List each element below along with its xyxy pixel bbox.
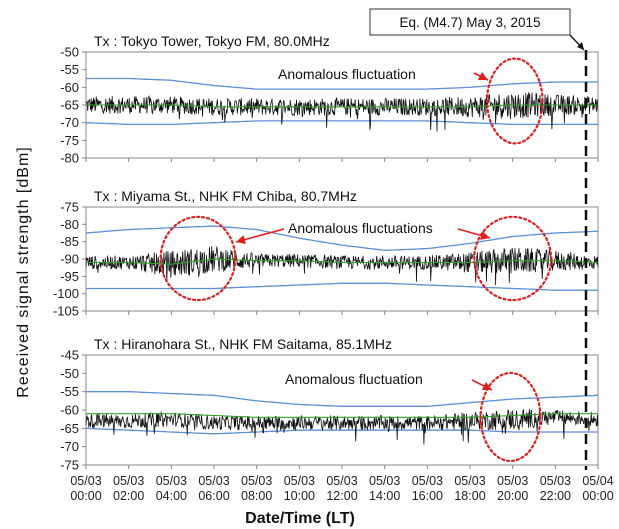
- y-tick-label: -55: [60, 384, 79, 399]
- y-tick-label: -60: [60, 403, 79, 418]
- x-tick-time: 10:00: [284, 489, 315, 503]
- annotation-anomalous-fluctuations: Anomalous fluctuations: [288, 220, 433, 236]
- x-tick-time: 00:00: [70, 489, 101, 503]
- x-tick-time: 00:00: [582, 489, 613, 503]
- y-tick-label: -75: [60, 133, 79, 148]
- panel-title-tokyo-fm: Tx : Tokyo Tower, Tokyo FM, 80.0MHz: [94, 33, 330, 49]
- y-tick-label: -90: [60, 252, 79, 267]
- lower-bound-line: [86, 282, 598, 291]
- y-ticks-tokyo-fm: -50 -55 -60 -65 -70 -75 -80: [60, 45, 599, 166]
- earthquake-marker: Eq. (M4.7) May 3, 2015: [369, 8, 588, 470]
- x-tick-time: 14:00: [369, 489, 400, 503]
- series-nhk-chiba: [85, 215, 599, 302]
- y-tick-label: -50: [60, 366, 79, 381]
- series-tokyo-fm: [85, 57, 599, 145]
- x-tick-date: 05/03: [412, 474, 443, 488]
- y-tick-label: -80: [60, 151, 79, 166]
- signal-line: [85, 245, 599, 286]
- annotation-arrowhead: [477, 72, 488, 80]
- series-nhk-saitama: [85, 371, 599, 463]
- annotation-anomalous-fluctuation: Anomalous fluctuation: [278, 66, 416, 82]
- panel-tokyo-fm: Tx : Tokyo Tower, Tokyo FM, 80.0MHz -50-…: [60, 33, 599, 166]
- x-tick-date: 05/03: [198, 474, 229, 488]
- annotation-arrowhead: [481, 382, 492, 390]
- x-axis-label: Date/Time (LT): [245, 510, 355, 527]
- anomaly-circle: [485, 57, 544, 145]
- x-tick-date: 05/03: [540, 474, 571, 488]
- y-tick-label: -65: [60, 98, 79, 113]
- y-tick-label: -50: [60, 45, 79, 60]
- mean-line: [86, 413, 598, 418]
- x-tick-date: 05/04: [582, 474, 613, 488]
- x-tick-date: 05/03: [497, 474, 528, 488]
- annotation-arrowhead: [480, 231, 490, 240]
- panel-nhk-chiba: Tx : Miyama St., NHK FM Chiba, 80.7MHz -…: [53, 188, 599, 319]
- y-tick-label: -45: [60, 348, 79, 363]
- x-tick-time: 02:00: [113, 489, 144, 503]
- anomaly-circle: [159, 215, 237, 302]
- x-tick-time: 06:00: [198, 489, 229, 503]
- x-tick-time: 16:00: [412, 489, 443, 503]
- x-tick-date: 05/03: [326, 474, 357, 488]
- x-tick-time: 08:00: [241, 489, 272, 503]
- earthquake-label-box: [369, 8, 571, 36]
- panel-nhk-saitama: Tx : Hiranohara St., NHK FM Saitama, 85.…: [60, 336, 599, 473]
- y-tick-label: -85: [60, 234, 79, 249]
- annotation-anomalous-fluctuation: Anomalous fluctuation: [285, 371, 423, 387]
- y-ticks-nhk-saitama: -45 -50 -55 -60 -65 -70 -75: [60, 348, 599, 473]
- y-ticks-nhk-chiba: -75 -80 -85 -90 -95 -100 -105: [53, 200, 599, 319]
- x-tick-date: 05/03: [241, 474, 272, 488]
- anomaly-circle: [473, 215, 553, 302]
- y-tick-label: -75: [60, 458, 79, 473]
- x-tick-time: 12:00: [326, 489, 357, 503]
- x-tick-date: 05/03: [113, 474, 144, 488]
- x-tick-date: 05/03: [70, 474, 101, 488]
- y-tick-label: -100: [53, 286, 79, 301]
- y-tick-label: -75: [60, 200, 79, 215]
- y-tick-label: -55: [60, 62, 79, 77]
- mean-line: [86, 104, 598, 108]
- mean-line: [86, 258, 599, 265]
- signal-line: [85, 408, 599, 445]
- lower-bound-line: [85, 427, 598, 435]
- panel-title-nhk-chiba: Tx : Miyama St., NHK FM Chiba, 80.7MHz: [94, 188, 357, 204]
- anomaly-circle: [479, 371, 542, 463]
- y-tick-label: -60: [60, 80, 79, 95]
- upper-bound-line: [86, 391, 599, 407]
- y-axis-label: Received signal strength [dBm]: [15, 146, 32, 397]
- panel-title-nhk-saitama: Tx : Hiranohara St., NHK FM Saitama, 85.…: [94, 336, 392, 352]
- y-tick-label: -80: [60, 217, 79, 232]
- x-tick-date: 05/03: [284, 474, 315, 488]
- x-tick-time: 18:00: [454, 489, 485, 503]
- annotation-arrowhead: [236, 235, 246, 244]
- y-tick-label: -105: [53, 304, 79, 319]
- signal-line: [85, 92, 599, 132]
- x-tick-time: 04:00: [156, 489, 187, 503]
- y-tick-label: -95: [60, 269, 79, 284]
- y-tick-label: -65: [60, 421, 79, 436]
- x-tick-time: 20:00: [497, 489, 528, 503]
- lower-bound-line: [85, 120, 598, 126]
- y-tick-label: -70: [60, 439, 79, 454]
- earthquake-pointer-arrowhead: [577, 42, 584, 50]
- earthquake-label: Eq. (M4.7) May 3, 2015: [399, 15, 540, 30]
- y-tick-label: -70: [60, 115, 79, 130]
- x-tick-date: 05/03: [369, 474, 400, 488]
- x-tick-date: 05/03: [454, 474, 485, 488]
- x-tick-date: 05/03: [156, 474, 187, 488]
- x-axis-ticks: 05/0300:0005/0302:0005/0304:0005/0306:00…: [70, 474, 613, 503]
- x-tick-time: 22:00: [540, 489, 571, 503]
- upper-bound-line: [86, 77, 598, 90]
